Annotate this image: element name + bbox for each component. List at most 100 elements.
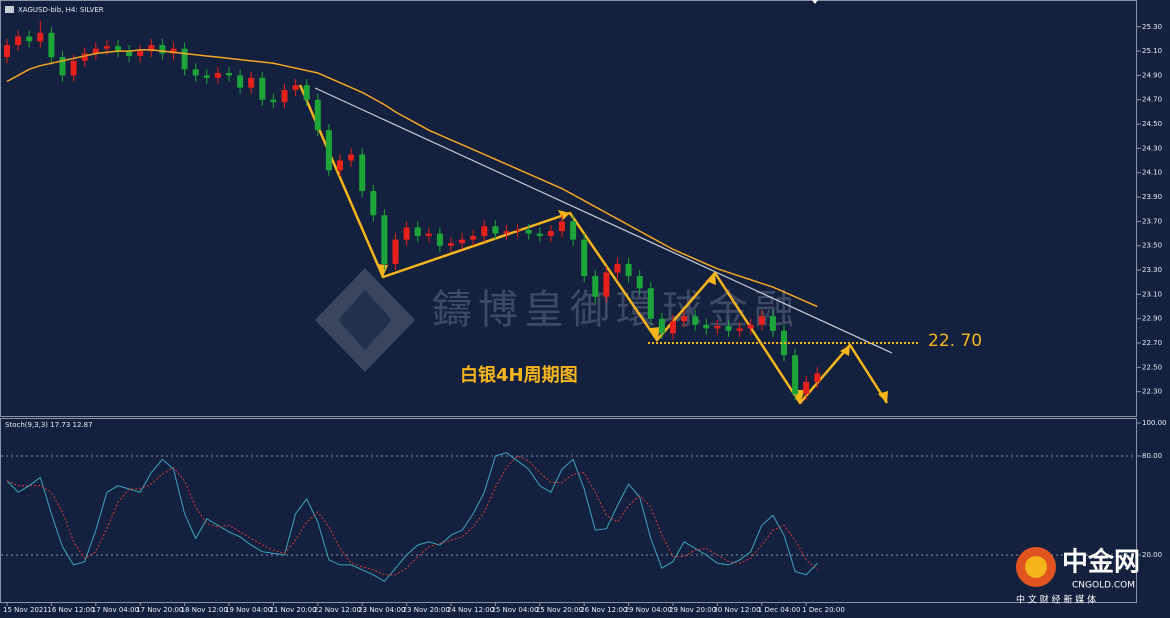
- candle-body: [470, 235, 477, 240]
- candle-body: [625, 263, 632, 277]
- y-tick-label: 23.70: [1142, 217, 1162, 225]
- candle-body: [403, 227, 410, 240]
- stoch-line: [6, 452, 818, 583]
- x-tick-label: 29 Nov 04:00: [625, 606, 672, 614]
- x-tick-label: 19 Nov 04:00: [225, 606, 272, 614]
- main-frame: [0, 0, 1137, 417]
- stoch-line: [6, 455, 818, 576]
- candle-body: [192, 69, 199, 76]
- candle-body: [536, 233, 543, 236]
- candle-body: [237, 75, 244, 88]
- candle-body: [559, 221, 565, 232]
- candle-body: [48, 32, 55, 58]
- candle-body: [248, 77, 255, 88]
- candle-body: [481, 226, 488, 236]
- y-tick-label: 24.10: [1142, 169, 1162, 177]
- x-tick-label: 1 Dec 20:00: [802, 606, 845, 614]
- candle-body: [803, 381, 810, 395]
- candle-body: [814, 373, 821, 382]
- x-tick-label: 15 Nov 2021: [3, 606, 48, 614]
- candle-body: [414, 227, 421, 236]
- arrow-head: [558, 210, 570, 220]
- candle-body: [636, 276, 643, 289]
- x-tick-label: 18 Nov 12:00: [181, 606, 228, 614]
- y-tick-label: 23.10: [1142, 290, 1162, 298]
- y-tick-label: 22.70: [1142, 339, 1162, 347]
- candle-body: [281, 90, 288, 103]
- candle-body: [259, 77, 266, 100]
- y-tick-label: 22.30: [1142, 388, 1162, 396]
- candle-body: [59, 57, 66, 76]
- candle-body: [681, 316, 688, 322]
- candle-body: [725, 325, 732, 331]
- x-tick-label: 23 Nov 04:00: [358, 606, 405, 614]
- trend-line: [314, 87, 893, 354]
- candle-body: [747, 324, 754, 329]
- candle-body: [337, 160, 343, 171]
- candle-body: [692, 316, 699, 325]
- candle-body: [581, 239, 588, 277]
- candle-body: [736, 328, 743, 331]
- candle-body: [37, 32, 44, 42]
- candle-body: [547, 231, 554, 236]
- annotation: 白银4H周期图: [460, 364, 578, 386]
- candle-body: [170, 48, 177, 54]
- y-tick-label: 24.30: [1142, 144, 1162, 152]
- y-tick-label: 24.50: [1142, 120, 1162, 128]
- x-tick-label: 26 Nov 12:00: [580, 606, 627, 614]
- candle-body: [614, 263, 621, 273]
- brand-domain: CNGOLD.COM: [1072, 581, 1135, 591]
- watermark-logo-inner: [338, 290, 392, 350]
- y-tick-label: 23.50: [1142, 242, 1162, 250]
- candle-body: [203, 75, 210, 78]
- x-tick-label: 25 Nov 20:00: [536, 606, 583, 614]
- brand-name: 中金网: [1062, 547, 1140, 578]
- candle-body: [448, 243, 454, 246]
- x-tick-label: 1 Dec 04:00: [758, 606, 801, 614]
- candle-body: [115, 46, 121, 52]
- y-tick-label: 24.90: [1142, 71, 1162, 79]
- candle-body: [70, 60, 77, 76]
- candle-body: [26, 36, 33, 42]
- level-label: 22. 70: [928, 331, 982, 351]
- candle-body: [492, 226, 499, 234]
- brand-slogan: 中 文 财 经 新 媒 体: [1016, 594, 1096, 606]
- y-tick-label: 100.00: [1142, 419, 1167, 427]
- candle-body: [4, 45, 10, 58]
- arrow-head: [878, 391, 888, 403]
- watermark-text: 鑄博皇御環球金融: [432, 287, 800, 333]
- candle-body: [159, 45, 166, 54]
- x-tick-label: 16 Nov 12:00: [47, 606, 94, 614]
- candle-body: [570, 221, 577, 240]
- candle-body: [148, 45, 155, 52]
- arrow-head: [706, 273, 716, 285]
- y-tick-label: 22.90: [1142, 315, 1162, 323]
- candle-body: [325, 130, 332, 171]
- candle-body: [214, 72, 221, 78]
- candle-body: [758, 316, 765, 325]
- candle-body: [525, 229, 532, 234]
- stoch-frame: [0, 418, 1137, 603]
- y-tick-label: 25.10: [1142, 47, 1162, 55]
- x-tick-label: 17 Nov 04:00: [92, 606, 139, 614]
- candle-body: [514, 229, 521, 232]
- candle-body: [348, 154, 355, 161]
- candle-body: [292, 85, 299, 91]
- y-tick-label: 23.30: [1142, 266, 1162, 274]
- candle-body: [670, 321, 676, 334]
- arrow-head: [840, 345, 850, 356]
- y-tick-label: 22.50: [1142, 363, 1162, 371]
- candle-body: [503, 231, 510, 234]
- x-tick-label: 21 Nov 20:00: [269, 606, 316, 614]
- candle-body: [392, 239, 399, 264]
- candle-body: [769, 316, 776, 331]
- candle-body: [714, 325, 721, 329]
- shift-marker: [812, 0, 818, 4]
- candle-body: [381, 215, 388, 264]
- title-icon: [5, 6, 14, 13]
- y-tick-label: 80.00: [1142, 452, 1162, 460]
- candle-body: [603, 272, 610, 297]
